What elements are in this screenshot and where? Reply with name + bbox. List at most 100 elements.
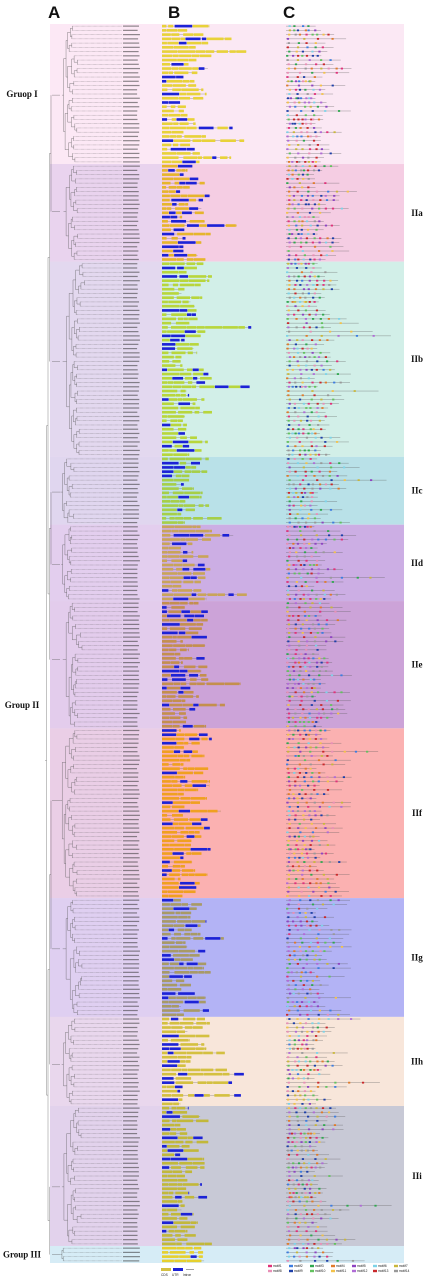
motif-box xyxy=(319,131,322,134)
cds-block xyxy=(193,232,206,236)
motif-box xyxy=(305,585,308,588)
motif-box xyxy=(311,241,314,244)
motif-box xyxy=(299,670,302,672)
motif-box xyxy=(298,182,301,185)
gene-label-mark xyxy=(123,59,138,61)
motif-box xyxy=(292,797,296,800)
motif-box xyxy=(286,559,289,562)
gene-label-mark xyxy=(123,335,140,337)
cds-block xyxy=(192,525,197,529)
motif-box xyxy=(305,42,308,44)
gene-label-mark xyxy=(123,640,138,642)
motif-box xyxy=(336,708,339,711)
gene-label-mark xyxy=(123,203,140,205)
cds-block xyxy=(162,1132,170,1135)
motif-box xyxy=(310,347,313,350)
motif-box xyxy=(293,835,296,838)
gene-label-mark xyxy=(123,768,138,770)
motif-box xyxy=(286,1251,289,1254)
motif-box xyxy=(320,665,323,668)
motif-box xyxy=(303,1047,306,1050)
motif-box xyxy=(316,631,319,634)
motif-box xyxy=(298,1255,301,1258)
motif-box xyxy=(292,615,295,617)
motif-box xyxy=(297,118,300,121)
utr-block xyxy=(192,368,199,372)
cds-block xyxy=(183,156,198,159)
motif-box xyxy=(300,373,303,375)
motif-box xyxy=(316,1086,320,1088)
motif-box xyxy=(297,1183,300,1186)
utr-block xyxy=(178,402,190,406)
cds-block xyxy=(176,567,183,571)
cds-block xyxy=(177,1064,186,1068)
cds-block xyxy=(162,661,171,664)
cds-block xyxy=(185,644,193,647)
motif-box xyxy=(334,759,337,762)
cds-block xyxy=(176,937,191,940)
cds-block xyxy=(188,915,191,919)
utr-block xyxy=(176,449,195,452)
cds-block xyxy=(208,24,210,28)
motif-box xyxy=(309,750,312,753)
motif-box xyxy=(286,301,289,303)
motif-box xyxy=(331,237,335,240)
cds-block xyxy=(203,754,205,758)
cds-block xyxy=(178,949,195,953)
motif-box xyxy=(302,466,305,469)
cds-block xyxy=(190,801,200,804)
motif-box xyxy=(316,1119,319,1122)
gene-label-mark xyxy=(123,916,140,918)
motif-box xyxy=(311,920,314,923)
utr-block xyxy=(162,678,168,681)
motif-box xyxy=(286,211,289,214)
cds-block xyxy=(197,330,206,333)
subgroup-label: IIb xyxy=(411,354,423,364)
motif-box xyxy=(313,788,316,791)
cds-block xyxy=(162,198,170,202)
cds-block xyxy=(188,831,195,834)
cds-block xyxy=(171,160,182,164)
motif-box xyxy=(318,1192,321,1194)
motif-box xyxy=(287,716,290,719)
motif-box xyxy=(298,1200,301,1203)
utr-block xyxy=(182,559,188,563)
motif-box xyxy=(298,1196,301,1199)
motif-box xyxy=(301,224,304,227)
motif-box xyxy=(306,525,309,528)
motif-box xyxy=(292,1162,295,1165)
motif-box xyxy=(288,122,291,125)
gene-label-mark xyxy=(123,963,140,965)
cds-block xyxy=(180,682,187,686)
motif-box xyxy=(291,721,294,723)
motif-box xyxy=(307,483,310,486)
motif-box xyxy=(305,670,308,672)
motif-box xyxy=(287,572,290,575)
cds-block xyxy=(198,504,204,507)
motif-box xyxy=(308,661,311,664)
motif-box xyxy=(298,33,302,36)
motif-legend-label: motif8 xyxy=(273,1269,282,1273)
cds-block xyxy=(162,228,171,232)
motif-box xyxy=(335,593,338,596)
motif-box xyxy=(307,177,310,180)
motif-box xyxy=(306,1047,309,1050)
motif-box xyxy=(288,814,291,817)
motif-box xyxy=(313,687,316,689)
motif-box xyxy=(286,542,289,545)
motif-legend-swatch xyxy=(373,1269,377,1273)
motif-box xyxy=(305,1251,308,1254)
motif-box xyxy=(287,80,290,83)
motif-box xyxy=(337,487,340,490)
cds-block xyxy=(171,835,184,838)
motif-box xyxy=(286,1158,290,1160)
gene-label-mark xyxy=(123,950,140,952)
cds-block xyxy=(168,1229,174,1233)
utr-block xyxy=(170,338,180,342)
motif-box xyxy=(325,691,328,694)
gene-label-mark xyxy=(123,755,140,757)
motif-box xyxy=(320,1217,323,1220)
utr-block xyxy=(171,198,189,202)
cds-block xyxy=(168,190,176,193)
motif-box xyxy=(305,343,308,346)
